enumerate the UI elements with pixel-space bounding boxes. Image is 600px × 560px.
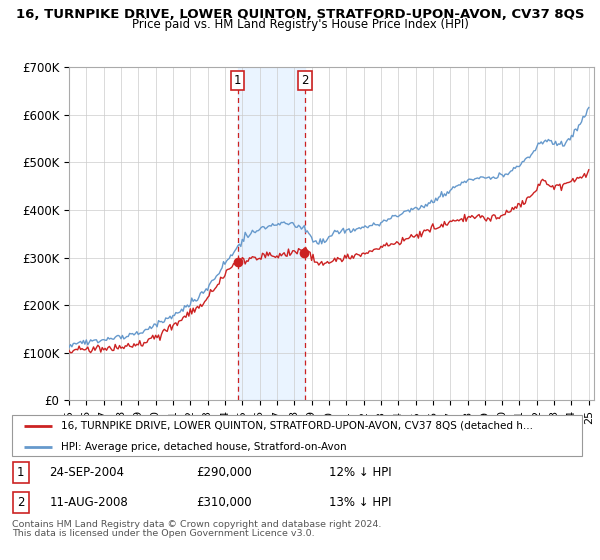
Text: 1: 1 (17, 466, 25, 479)
Text: This data is licensed under the Open Government Licence v3.0.: This data is licensed under the Open Gov… (12, 529, 314, 538)
Text: 12% ↓ HPI: 12% ↓ HPI (329, 466, 391, 479)
Text: 1: 1 (234, 74, 241, 87)
Text: 24-SEP-2004: 24-SEP-2004 (49, 466, 124, 479)
Text: Price paid vs. HM Land Registry's House Price Index (HPI): Price paid vs. HM Land Registry's House … (131, 18, 469, 31)
Text: £290,000: £290,000 (196, 466, 252, 479)
Text: £310,000: £310,000 (196, 496, 252, 510)
Text: 13% ↓ HPI: 13% ↓ HPI (329, 496, 391, 510)
Text: Contains HM Land Registry data © Crown copyright and database right 2024.: Contains HM Land Registry data © Crown c… (12, 520, 382, 529)
Text: 2: 2 (301, 74, 309, 87)
Text: 16, TURNPIKE DRIVE, LOWER QUINTON, STRATFORD-UPON-AVON, CV37 8QS (detached h...: 16, TURNPIKE DRIVE, LOWER QUINTON, STRAT… (61, 421, 533, 431)
Bar (238, 67, 305, 400)
FancyBboxPatch shape (12, 416, 582, 456)
Text: 11-AUG-2008: 11-AUG-2008 (49, 496, 128, 510)
Text: 2: 2 (17, 496, 25, 510)
Text: 16, TURNPIKE DRIVE, LOWER QUINTON, STRATFORD-UPON-AVON, CV37 8QS: 16, TURNPIKE DRIVE, LOWER QUINTON, STRAT… (16, 8, 584, 21)
Text: HPI: Average price, detached house, Stratford-on-Avon: HPI: Average price, detached house, Stra… (61, 442, 347, 452)
